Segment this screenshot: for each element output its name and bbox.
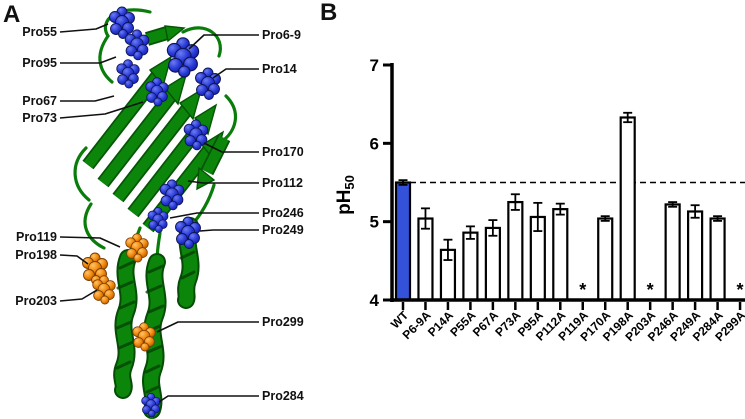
- no-data-asterisk-P119A: *: [579, 280, 586, 300]
- residue-labels: Pro55 Pro95 Pro67 Pro73 Pro119 Pro198 Pr…: [15, 25, 303, 403]
- bar-P249A: [687, 210, 704, 302]
- errorbar-P73A: [510, 193, 520, 211]
- y-tick-label-5: 5: [370, 213, 379, 232]
- bar-P67A: [484, 226, 501, 302]
- errorbar-P246A: [668, 201, 678, 208]
- protein-beta-sheet: [82, 25, 231, 233]
- errorbar-P67A: [488, 219, 498, 237]
- label-pro95: Pro95: [22, 56, 57, 70]
- bar-WT: [394, 181, 412, 302]
- label-pro119: Pro119: [16, 230, 57, 244]
- label-pro112: Pro112: [262, 176, 303, 190]
- y-tick-label-7: 7: [370, 56, 379, 75]
- errorbar-P284A: [713, 215, 723, 222]
- leader-lines: [59, 23, 259, 403]
- label-pro203: Pro203: [15, 294, 57, 308]
- bar-P55A: [462, 231, 479, 302]
- label-pro73: Pro73: [22, 111, 57, 125]
- label-pro67: Pro67: [22, 94, 57, 108]
- panel-a-letter: A: [3, 1, 21, 28]
- y-tick-label-4: 4: [370, 291, 380, 310]
- bar-P198A: [619, 116, 636, 302]
- bar-P73A: [507, 200, 524, 302]
- errorbar-P14A: [443, 238, 453, 261]
- label-pro198: Pro198: [15, 248, 57, 262]
- label-pro170: Pro170: [262, 145, 304, 159]
- label-pro284: Pro284: [262, 389, 304, 403]
- pro95-spheres: [124, 29, 150, 61]
- label-pro249: Pro249: [262, 223, 304, 237]
- no-data-asterisk-P299A: *: [737, 280, 744, 300]
- errorbar-P170A: [600, 215, 610, 222]
- panel-b-letter: B: [320, 0, 338, 26]
- label-pro246: Pro246: [262, 206, 304, 220]
- label-pro14: Pro14: [262, 62, 297, 76]
- errorbar-P55A: [465, 225, 475, 240]
- y-tick-label-6: 6: [370, 134, 379, 153]
- bar-P284A: [709, 217, 726, 302]
- label-pro55: Pro55: [22, 25, 57, 39]
- errorbar-P112A: [555, 202, 565, 216]
- errorbar-WT: [398, 179, 408, 186]
- protein-structure-panel: Pro55 Pro95 Pro67 Pro73 Pro119 Pro198 Pr…: [15, 6, 304, 419]
- errorbar-P249A: [690, 204, 700, 219]
- pro14-spheres: [195, 67, 221, 100]
- bar-P170A: [597, 217, 614, 302]
- bar-P246A: [664, 203, 681, 302]
- bar-P112A: [552, 208, 569, 302]
- pro67-spheres: [116, 59, 140, 89]
- errorbar-P198A: [623, 111, 633, 124]
- ph50-bar-chart: WTP6-9AP14AP55AP67AP73AP95AP112A*P119AP1…: [334, 56, 745, 344]
- label-pro6-9: Pro6-9: [262, 28, 301, 42]
- pro119-spheres: [125, 233, 149, 263]
- bar-P6-9A: [417, 217, 434, 302]
- errorbar-P6-9A: [420, 207, 430, 230]
- no-data-asterisk-P203A: *: [647, 280, 654, 300]
- y-axis-label: pH50: [334, 175, 357, 215]
- label-pro299: Pro299: [262, 315, 304, 329]
- errorbar-P95A: [533, 201, 543, 232]
